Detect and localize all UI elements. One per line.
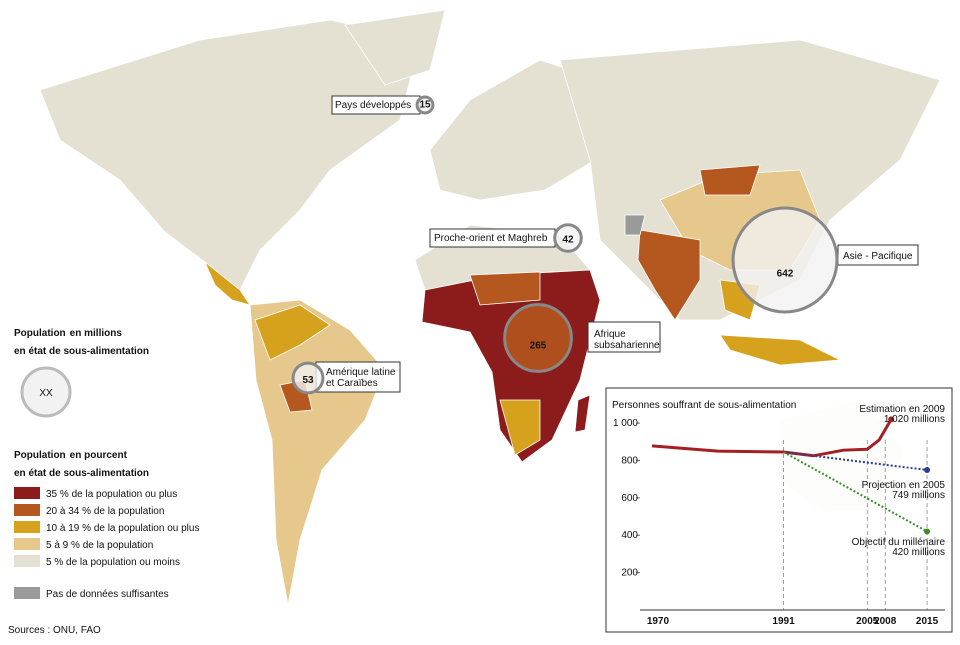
source: Sources : ONU, FAO xyxy=(8,625,101,636)
legend-swatch xyxy=(14,487,40,499)
mongolia xyxy=(699,164,761,196)
series-line xyxy=(651,418,893,458)
bubble xyxy=(553,223,583,253)
y-tick-label: 1 000 xyxy=(613,418,638,429)
bubble xyxy=(503,303,573,373)
indonesia xyxy=(719,334,842,366)
legend-label: Pas de données suffisantes xyxy=(46,589,169,600)
legend-title: Population en pourcent xyxy=(14,450,128,461)
legend-label: 5 à 9 % de la population xyxy=(46,540,153,551)
greenland xyxy=(344,9,446,86)
x-tick-label: 2005 xyxy=(856,616,879,627)
legend-swatch xyxy=(14,555,40,567)
legend-bubble xyxy=(20,366,72,418)
bubble xyxy=(415,95,435,115)
legend-swatch xyxy=(14,587,40,599)
legend-title: en état de sous-alimentation xyxy=(14,346,149,357)
label-box xyxy=(587,321,661,353)
label-box xyxy=(315,361,401,393)
region-label: Pays développés xyxy=(335,100,411,111)
end-point xyxy=(924,467,931,473)
region-label: Proche-orient et Maghreb xyxy=(434,233,548,244)
legend-title-bold: Population xyxy=(14,450,66,461)
annotation: Projection en 2005 xyxy=(862,480,946,491)
legends: Population en millions en état de sous-ali… xyxy=(14,328,199,600)
annotation: Objectif du millénaire xyxy=(852,537,946,548)
bubble-value: 642 xyxy=(777,269,794,280)
annotation: Estimation en 2009 xyxy=(859,404,945,415)
india xyxy=(637,229,701,321)
bubble xyxy=(731,206,839,314)
region-label: et Caraïbes xyxy=(326,378,378,389)
inset-frame xyxy=(605,387,953,633)
annotation: 749 millions xyxy=(892,490,945,501)
bubble-value: 265 xyxy=(530,341,547,352)
end-point xyxy=(924,528,931,535)
inset-chart: Personnes souffrant de sous-alimentation… xyxy=(612,400,945,627)
bubble xyxy=(291,361,325,395)
y-tick-label: 600 xyxy=(621,493,638,504)
series-line xyxy=(783,451,928,471)
legend-label: 35 % de la population ou plus xyxy=(46,489,177,500)
legend-title: Population en millions xyxy=(14,328,122,339)
legend-label: 10 à 19 % de la population ou plus xyxy=(46,523,199,534)
bubble-value: 42 xyxy=(562,234,574,245)
end-point xyxy=(888,416,895,423)
x-tick-label: 1970 xyxy=(647,616,670,627)
legend-swatch xyxy=(14,538,40,550)
region-label: Afrique xyxy=(594,329,626,340)
region-label: subsaharienne xyxy=(594,340,660,351)
y-tick-label: 400 xyxy=(621,530,638,541)
legend-swatch xyxy=(14,504,40,516)
region-label: Asie - Pacifique xyxy=(843,251,913,262)
x-tick-label: 2015 xyxy=(916,616,939,627)
legend-label: 20 à 34 % de la population xyxy=(46,506,164,517)
legend-title: en état de sous-alimentation xyxy=(14,468,149,479)
x-tick-label: 2008 xyxy=(874,616,897,627)
legend-bubble-label: XX xyxy=(39,388,53,399)
region-label: Amérique latine xyxy=(326,367,396,378)
north-america xyxy=(39,19,421,291)
annotation: 1 020 millions xyxy=(884,414,945,425)
bubble-value: 15 xyxy=(419,100,431,111)
legend-title-small: en pourcent xyxy=(70,450,128,461)
legend-swatch xyxy=(14,521,40,533)
legend-label: 5 % de la population ou moins xyxy=(46,557,180,568)
region-bubbles: Pays développés 15 Proche-orient et Maghre… xyxy=(291,95,919,395)
south-america-b xyxy=(254,304,331,361)
y-tick-label: 800 xyxy=(621,455,638,466)
legend-title-bold: Population xyxy=(14,328,66,339)
no-data-a xyxy=(624,214,646,236)
annotation: 420 millions xyxy=(892,547,945,558)
africa-c xyxy=(499,399,541,456)
x-tick-label: 1991 xyxy=(772,616,795,627)
madagascar xyxy=(574,394,591,433)
africa-b xyxy=(469,271,541,306)
central-america xyxy=(204,261,251,306)
series-line xyxy=(783,451,928,533)
bubble-value: 53 xyxy=(302,375,314,386)
y-tick-label: 200 xyxy=(621,568,638,579)
legend-title-small: en millions xyxy=(70,328,123,339)
chart-title: Personnes souffrant de sous-alimentation xyxy=(612,400,796,411)
